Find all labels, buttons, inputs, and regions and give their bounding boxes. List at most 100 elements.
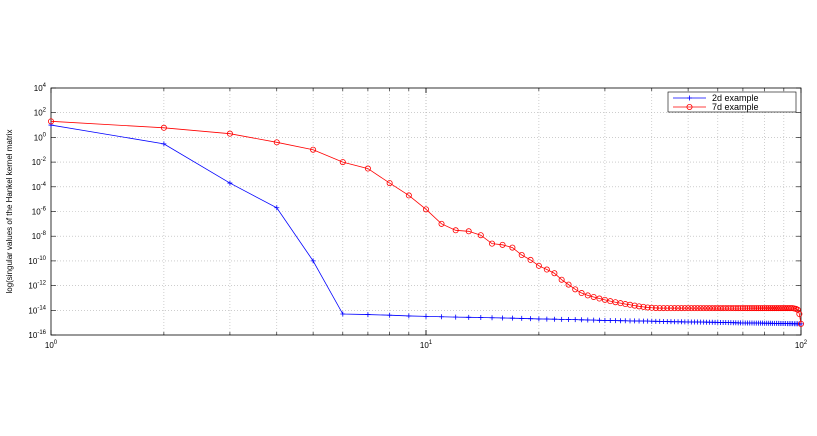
grid [51,88,801,335]
data-point [732,305,739,312]
y-tick-label: 10-2 [32,157,47,167]
axis-ticks [50,87,802,336]
data-point [406,313,412,319]
y-tick-label: 100 [34,132,47,142]
data-point [590,293,597,300]
x-tick-label: 100 [45,340,58,350]
data-point [602,317,608,323]
data-point [685,305,692,312]
legend-marker [686,104,693,111]
data-point [601,296,608,303]
data-point [667,305,674,312]
data-point [544,316,550,322]
y-tick-label: 10-4 [32,182,47,192]
data-point [652,304,659,311]
data-point [735,305,742,312]
y-tick-label: 10-6 [32,207,47,217]
data-point [632,318,638,324]
data-point [636,318,642,324]
data-point [769,305,776,312]
data-point [681,305,688,312]
data-point [405,192,412,199]
series-layer [48,118,805,327]
y-axis-label: log(singular values of the Hankel kernel… [5,129,14,293]
data-point [765,305,772,312]
data-point [636,303,643,310]
data-point [466,314,472,320]
data-point [453,314,459,320]
data-point [489,240,496,247]
data-point [612,318,618,324]
data-point [48,122,54,128]
x-tick-label: 101 [420,340,433,350]
data-point [489,315,495,321]
data-point [688,305,695,312]
data-point [591,317,597,323]
y-tick-label: 10-12 [28,281,46,291]
data-point [536,316,542,322]
y-tick-labels: 104 102 100 10-2 10-4 10-6 10-8 10-10 10-12 10-14… [28,83,46,340]
data-point [465,228,472,235]
data-point [422,206,429,213]
data-point [660,305,667,312]
data-point [607,318,613,324]
data-point [500,315,506,321]
data-point [700,305,707,312]
data-point [365,312,371,318]
data-point [340,311,346,317]
legend-item: 7d example [673,102,759,112]
y-tick-label: 104 [34,83,47,93]
data-point [794,306,801,313]
data-point [528,316,534,322]
data-point [706,305,713,312]
data-point [579,317,585,323]
data-point [509,244,516,251]
data-point [796,311,803,318]
data-point [691,305,698,312]
data-point [640,318,646,324]
data-point [273,139,280,146]
data-point [519,315,525,321]
data-point [746,305,753,312]
data-point [423,313,429,319]
data-point [585,317,591,323]
y-tick-label: 10-8 [32,231,47,241]
data-point [755,305,762,312]
y-tick-label: 102 [34,108,47,118]
data-point [452,227,459,234]
data-point [558,276,565,283]
data-point [737,305,744,312]
legend-label: 2d example [712,93,759,103]
data-point [565,281,572,288]
y-tick-label: 10-10 [28,256,46,266]
data-point [739,305,746,312]
data-point [648,304,655,311]
data-point [744,305,751,312]
data-point [477,232,484,239]
data-point [631,302,638,309]
data-point [771,305,778,312]
data-point [509,315,515,321]
data-point [671,305,678,312]
data-point [160,124,167,131]
data-point [578,290,585,297]
data-point [572,286,579,293]
data-point [656,305,663,312]
data-point [596,295,603,302]
data-point [622,301,629,308]
y-tick-label: 10-14 [28,305,46,315]
data-point [161,141,167,147]
data-point [310,146,317,153]
series-1 [48,122,804,327]
data-point [596,317,602,323]
data-point [478,315,484,321]
data-point [742,305,749,312]
y-tick-label: 10-16 [28,330,46,340]
data-point [566,316,572,322]
data-point [310,258,316,264]
data-point [622,318,628,324]
data-point [386,180,393,187]
data-point [627,301,634,308]
data-point [767,305,774,312]
